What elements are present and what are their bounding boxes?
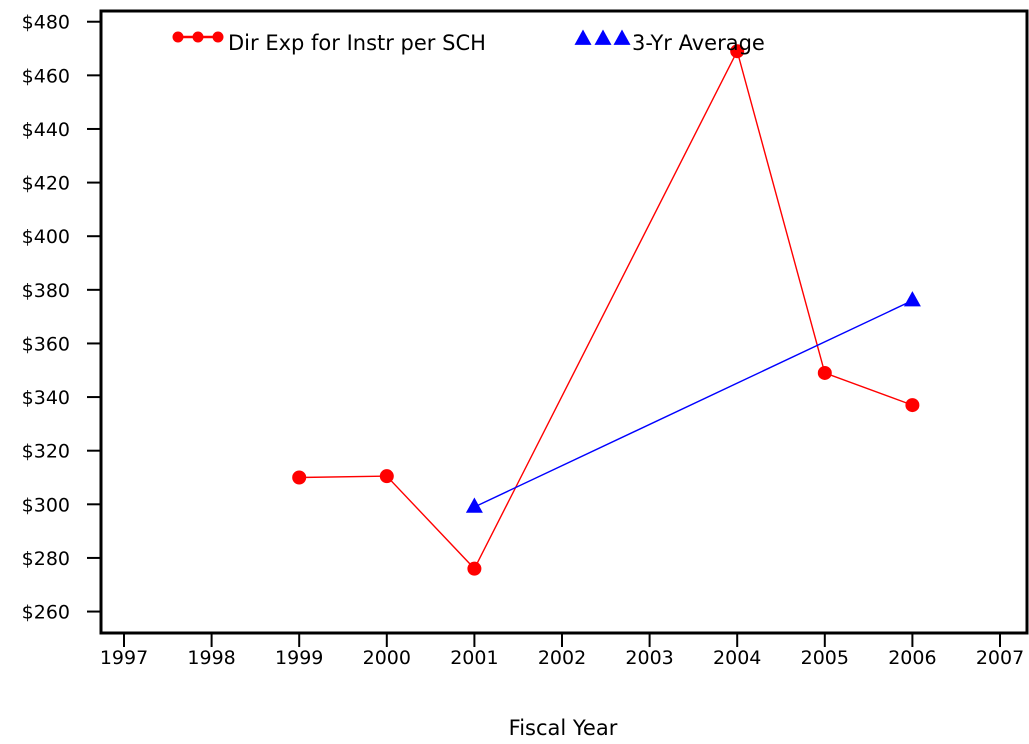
legend-3yr-average-label: 3-Yr Average [632, 31, 765, 55]
data-point-dir-exp [379, 469, 394, 484]
y-tick-label: $480 [22, 12, 70, 34]
y-tick-label: $280 [22, 548, 70, 570]
y-tick-label: $260 [22, 602, 70, 624]
x-tick-label: 2001 [450, 647, 498, 669]
data-point-dir-exp [905, 398, 920, 413]
legend-dir-exp-marker [172, 31, 184, 43]
legend-dir-exp-label: Dir Exp for Instr per SCH [228, 31, 486, 55]
x-tick-label: 2007 [976, 647, 1024, 669]
x-tick-label: 1997 [100, 647, 148, 669]
y-axis-ticks: $260 $280 $300 $320 $340 $360 $380 $400 $420 $440… [22, 12, 101, 624]
x-tick-label: 2005 [801, 647, 849, 669]
plot-frame [99, 9, 1029, 635]
data-point-dir-exp [817, 365, 832, 380]
data-point-dir-exp [292, 470, 307, 485]
series-line-dir-exp [299, 49, 913, 570]
y-tick-label: $380 [22, 280, 70, 302]
x-tick-label: 2000 [363, 647, 411, 669]
y-tick-label: $460 [22, 65, 70, 87]
x-axis-ticks: 1997 1998 1999 2000 2001 2002 2003 2004 2005 2006… [100, 633, 1024, 669]
x-tick-label: 2004 [713, 647, 761, 669]
legend-dir-exp-marker [192, 31, 204, 43]
y-tick-label: $420 [22, 173, 70, 195]
series-line-avg [474, 299, 913, 508]
x-tick-label: 2003 [625, 647, 673, 669]
data-point-dir-exp [467, 561, 482, 576]
legend-dir-exp-symbol [172, 31, 224, 43]
x-tick-label: 1998 [187, 647, 235, 669]
x-axis-label: Fiscal Year [509, 716, 618, 740]
legend-3yr-average-marker [594, 29, 612, 45]
data-point-dir-exp [730, 44, 745, 59]
y-tick-label: $400 [22, 226, 70, 248]
series-layer [292, 44, 921, 576]
y-tick-label: $340 [22, 387, 70, 409]
y-tick-label: $360 [22, 333, 70, 355]
legend-3yr-average-marker [574, 29, 592, 45]
y-tick-label: $300 [22, 494, 70, 516]
x-tick-label: 2002 [538, 647, 586, 669]
legend-3yr-average-marker [613, 29, 631, 45]
data-point-avg [903, 291, 921, 307]
legend: Dir Exp for Instr per SCH 3-Yr Average [172, 29, 765, 55]
data-point-avg [465, 497, 483, 513]
x-tick-label: 2006 [888, 647, 936, 669]
y-tick-label: $440 [22, 119, 70, 141]
legend-3yr-average-symbol [574, 29, 631, 45]
x-tick-label: 1999 [275, 647, 323, 669]
legend-dir-exp-marker [212, 31, 224, 43]
y-tick-label: $320 [22, 441, 70, 463]
